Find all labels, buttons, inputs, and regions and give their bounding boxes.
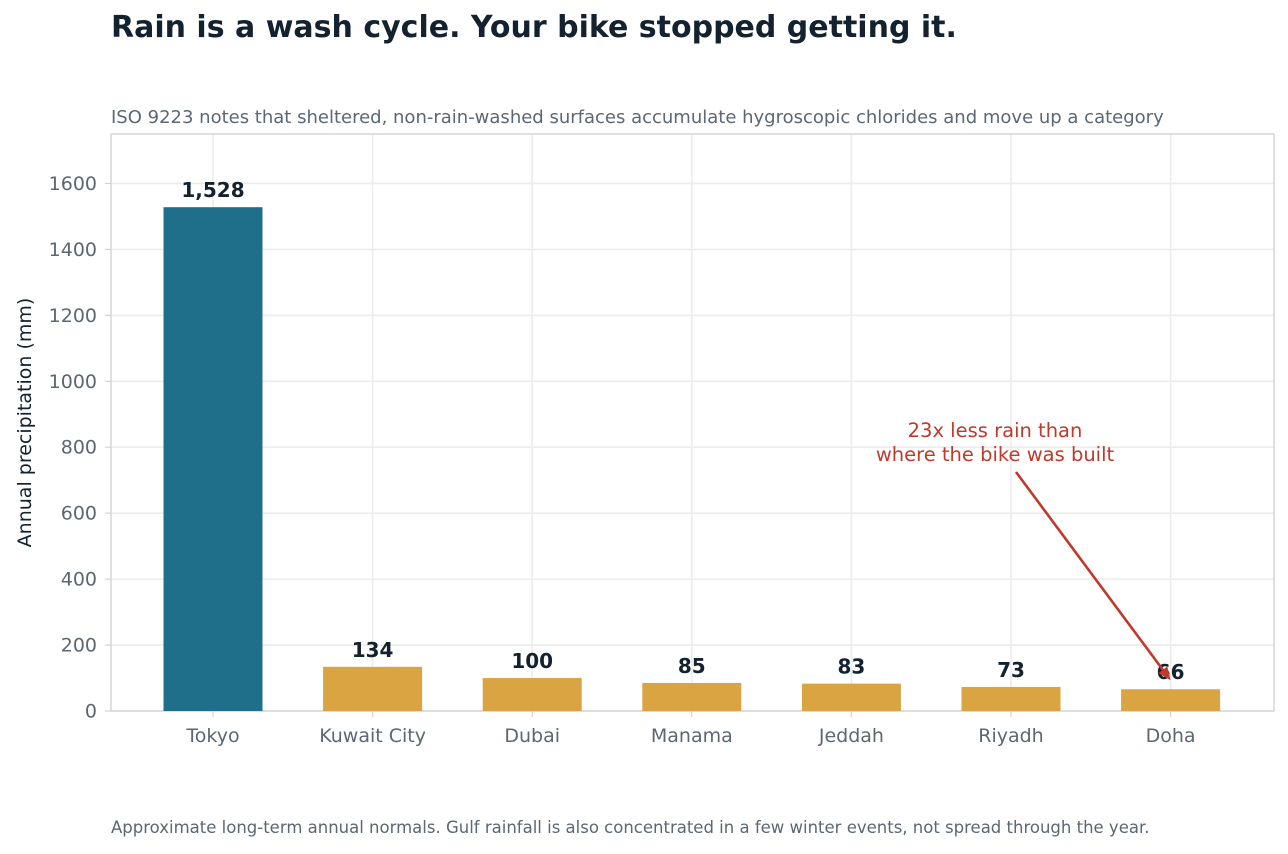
data-label: 1,528 — [181, 178, 244, 202]
bar-jeddah — [801, 683, 901, 711]
data-label: 100 — [511, 649, 553, 673]
data-label: 134 — [352, 638, 394, 662]
y-tick-label: 0 — [85, 701, 97, 723]
bar-doha — [1121, 689, 1221, 711]
x-tick-label: Riyadh — [978, 725, 1043, 747]
y-tick-label: 1400 — [49, 239, 97, 261]
x-tick-label: Dubai — [504, 725, 560, 747]
annotation-text-line: where the bike was built — [876, 443, 1115, 466]
x-tick-label: Jeddah — [818, 725, 884, 747]
data-label: 85 — [678, 654, 706, 678]
x-tick-label: Manama — [651, 725, 733, 747]
bar-dubai — [482, 678, 582, 711]
bar-kuwait-city — [323, 666, 423, 711]
bar-tokyo — [163, 207, 263, 711]
y-axis-label: Annual precipitation (mm) — [14, 298, 36, 548]
x-tick-label: Doha — [1146, 725, 1196, 747]
bar-riyadh — [961, 686, 1061, 711]
y-tick-label: 600 — [61, 503, 97, 525]
footnote: Approximate long-term annual normals. Gu… — [111, 818, 1150, 837]
grid-layer — [111, 134, 1274, 712]
annotation-text-line: 23x less rain than — [908, 419, 1083, 442]
x-tick-label: Kuwait City — [319, 725, 426, 747]
chart-subtitle: ISO 9223 notes that sheltered, non-rain-… — [111, 107, 1164, 128]
x-tick-label: Tokyo — [185, 725, 239, 747]
y-tick-label: 1600 — [49, 173, 97, 195]
y-tick-label: 1000 — [49, 371, 97, 393]
chart-title: Rain is a wash cycle. Your bike stopped … — [111, 10, 957, 45]
bar-manama — [642, 682, 742, 711]
data-label: 83 — [837, 655, 865, 679]
annotation-arrow-head — [1158, 666, 1171, 681]
data-label: 73 — [997, 658, 1025, 682]
y-tick-label: 200 — [61, 635, 97, 657]
annotation-arrow-line — [1014, 471, 1169, 678]
y-tick-label: 400 — [61, 569, 97, 591]
y-tick-label: 800 — [61, 437, 97, 459]
ticks-layer: 0 200 400 600 800 1000 1200 1400 1600 Tokyo Kuwait… — [49, 173, 1196, 747]
bars-layer — [163, 207, 1221, 711]
y-tick-label: 1200 — [49, 305, 97, 327]
